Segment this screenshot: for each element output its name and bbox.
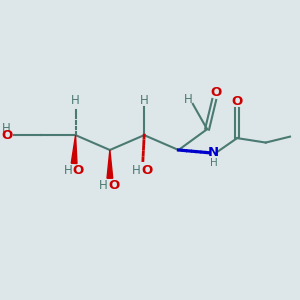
Text: H: H (71, 94, 80, 107)
Text: H: H (184, 93, 193, 106)
Text: O: O (232, 95, 243, 108)
Text: H: H (2, 122, 11, 135)
Text: H: H (209, 158, 217, 168)
Text: N: N (208, 146, 219, 160)
Text: O: O (141, 164, 153, 177)
Polygon shape (107, 150, 113, 178)
Text: H: H (99, 179, 108, 192)
Text: O: O (210, 86, 221, 99)
Text: O: O (73, 164, 84, 177)
Text: O: O (109, 179, 120, 192)
Text: H: H (64, 164, 72, 177)
Polygon shape (71, 135, 77, 164)
Text: H: H (140, 94, 148, 107)
Text: H: H (132, 164, 141, 177)
Text: O: O (2, 129, 13, 142)
